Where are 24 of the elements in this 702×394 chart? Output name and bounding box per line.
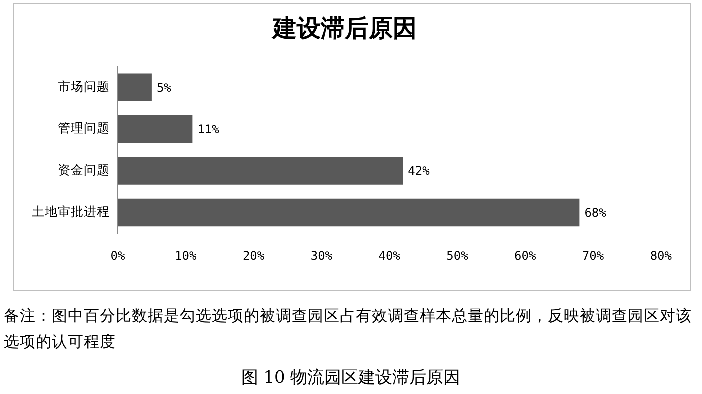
x-tick-label: 80%: [650, 248, 673, 263]
x-tick-label: 0%: [110, 248, 126, 263]
bar: [118, 74, 152, 102]
bar: [118, 198, 580, 227]
caption: 图 10 物流园区建设滞后原因: [240, 367, 462, 389]
y-tick-label: 市场问题: [58, 78, 110, 94]
x-tick-label: 10%: [175, 248, 198, 263]
bar: [118, 157, 404, 185]
data-label: 42%: [408, 164, 431, 178]
x-tick-label: 20%: [242, 248, 266, 263]
text: 备注：图中百分比数据是勾选选项的被调查园区占有效调查样本总量的比例，反映被调查园区对该选项的认可程度: [4, 306, 693, 353]
x-tick-label: 30%: [310, 248, 334, 263]
bar: [118, 115, 193, 144]
data-label: 11%: [198, 122, 220, 136]
x-tick-label: 50%: [446, 248, 470, 263]
y-tick-label: 资金问题: [58, 162, 110, 178]
x-tick-label: 70%: [582, 248, 605, 263]
data-label: 68%: [584, 206, 608, 220]
data-label: 5%: [156, 80, 172, 95]
chart-title: 建设滞后原因: [271, 14, 417, 43]
x-tick-label: 60%: [514, 248, 537, 263]
y-tick-label: 土地审批进程: [32, 204, 110, 219]
y-tick-label: 管理问题: [58, 120, 110, 136]
x-tick-label: 40%: [378, 248, 402, 263]
